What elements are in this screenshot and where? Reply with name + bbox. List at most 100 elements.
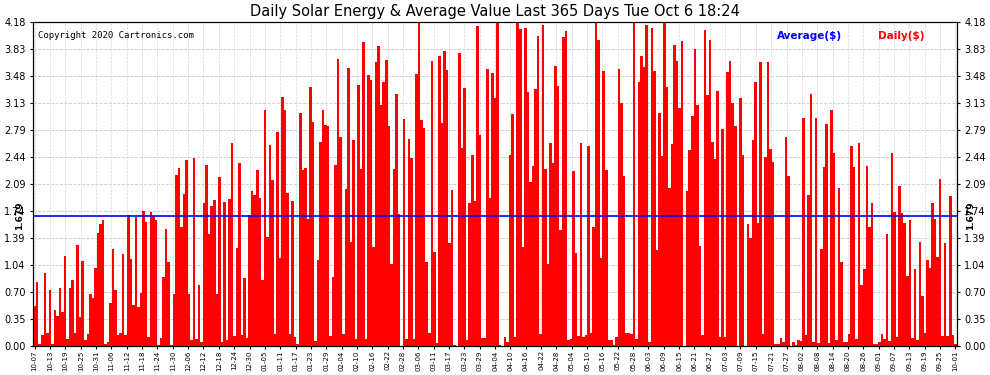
Bar xyxy=(291,201,294,346)
Bar xyxy=(860,285,863,346)
Bar xyxy=(145,222,148,346)
Bar xyxy=(380,105,382,346)
Bar xyxy=(792,342,795,346)
Bar xyxy=(574,253,577,346)
Bar xyxy=(613,345,615,346)
Bar xyxy=(69,288,71,346)
Bar xyxy=(577,336,580,346)
Bar xyxy=(696,105,699,346)
Bar xyxy=(554,66,557,346)
Bar xyxy=(239,163,241,346)
Bar xyxy=(258,198,261,346)
Bar xyxy=(143,211,145,346)
Bar xyxy=(410,158,413,346)
Bar xyxy=(148,337,149,346)
Bar xyxy=(888,341,891,346)
Bar xyxy=(585,335,587,346)
Bar xyxy=(911,338,914,346)
Bar xyxy=(795,345,797,346)
Bar xyxy=(276,132,279,346)
Bar xyxy=(868,227,870,346)
Bar xyxy=(466,340,468,346)
Bar xyxy=(195,339,198,346)
Bar xyxy=(205,165,208,346)
Bar xyxy=(250,190,253,346)
Bar xyxy=(279,258,281,346)
Bar xyxy=(468,202,471,346)
Bar xyxy=(681,41,683,346)
Bar xyxy=(476,26,478,346)
Bar xyxy=(810,94,813,346)
Bar xyxy=(724,337,727,346)
Bar xyxy=(317,260,319,346)
Bar xyxy=(727,72,729,346)
Bar xyxy=(742,155,744,346)
Bar xyxy=(951,336,954,346)
Bar xyxy=(762,334,764,346)
Bar xyxy=(102,220,104,346)
Bar xyxy=(107,342,109,346)
Bar xyxy=(335,165,337,346)
Bar xyxy=(527,92,529,346)
Bar xyxy=(863,268,865,346)
Bar xyxy=(79,317,81,346)
Bar xyxy=(213,200,216,346)
Bar xyxy=(241,335,244,346)
Bar xyxy=(223,202,226,346)
Bar xyxy=(446,70,448,346)
Bar xyxy=(284,110,286,346)
Bar xyxy=(367,75,370,346)
Bar xyxy=(289,334,291,346)
Bar xyxy=(221,342,223,346)
Bar xyxy=(354,339,357,346)
Bar xyxy=(307,219,309,346)
Bar xyxy=(36,282,39,346)
Bar xyxy=(325,125,327,346)
Bar xyxy=(517,22,519,346)
Bar xyxy=(946,336,949,346)
Bar xyxy=(618,69,620,346)
Bar xyxy=(49,290,51,346)
Bar xyxy=(132,305,135,346)
Bar xyxy=(529,182,532,346)
Bar xyxy=(875,344,878,346)
Bar xyxy=(658,113,660,346)
Bar xyxy=(506,342,509,346)
Bar xyxy=(823,166,825,346)
Bar xyxy=(453,345,455,346)
Bar xyxy=(641,56,643,346)
Bar xyxy=(514,337,517,346)
Bar xyxy=(542,25,545,346)
Bar xyxy=(154,219,157,346)
Bar xyxy=(878,342,881,346)
Bar xyxy=(130,259,132,346)
Bar xyxy=(740,98,742,346)
Bar xyxy=(41,334,44,346)
Bar xyxy=(322,110,325,346)
Bar xyxy=(934,219,937,346)
Bar xyxy=(608,339,610,346)
Bar xyxy=(486,69,489,346)
Bar xyxy=(352,140,354,346)
Bar xyxy=(893,212,896,346)
Bar xyxy=(286,194,289,346)
Bar xyxy=(81,261,84,346)
Bar xyxy=(448,243,450,346)
Bar xyxy=(473,201,476,346)
Bar xyxy=(746,224,749,346)
Bar xyxy=(865,166,868,346)
Bar xyxy=(120,333,122,346)
Bar xyxy=(125,335,127,346)
Bar xyxy=(405,339,408,346)
Bar xyxy=(256,170,258,346)
Bar xyxy=(699,246,701,346)
Bar xyxy=(546,264,549,346)
Bar xyxy=(200,342,203,346)
Bar xyxy=(160,338,162,346)
Bar xyxy=(51,344,53,346)
Bar xyxy=(605,171,608,346)
Bar xyxy=(631,334,633,346)
Bar xyxy=(463,88,466,346)
Bar xyxy=(949,196,951,346)
Bar xyxy=(266,237,268,346)
